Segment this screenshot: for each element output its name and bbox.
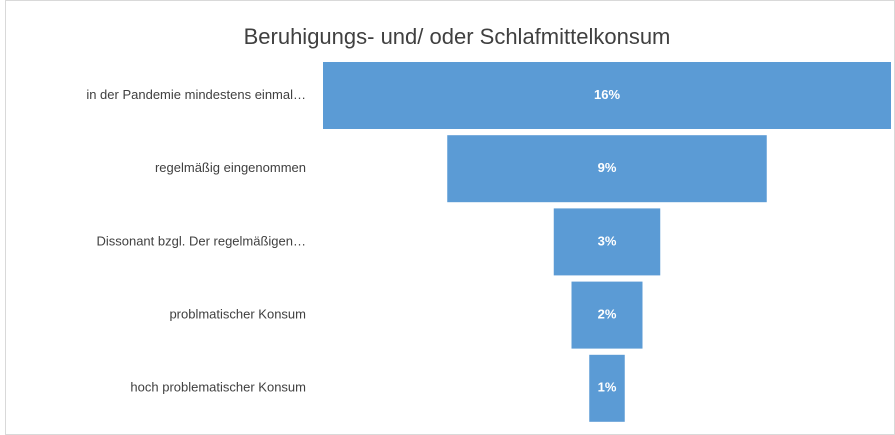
value-label: 16% [594,87,620,102]
funnel-bar [553,208,661,276]
category-label: hoch problematischer Konsum [130,380,306,395]
category-label: Dissonant bzgl. Der regelmäßigen… [96,233,306,248]
value-label: 2% [598,307,617,322]
funnel-bar [571,281,643,349]
category-label: problmatischer Konsum [169,307,306,322]
chart-title: Beruhigungs- und/ oder Schlafmittelkonsu… [244,24,671,49]
value-label: 9% [598,160,617,175]
funnel-bar [589,354,625,422]
funnel-bar [323,62,891,129]
category-label: in der Pandemie mindestens einmal… [86,87,306,102]
value-label: 1% [598,380,617,395]
value-label: 3% [598,233,617,248]
funnel-bar [447,135,767,203]
category-label: regelmäßig eingenommen [155,160,306,175]
